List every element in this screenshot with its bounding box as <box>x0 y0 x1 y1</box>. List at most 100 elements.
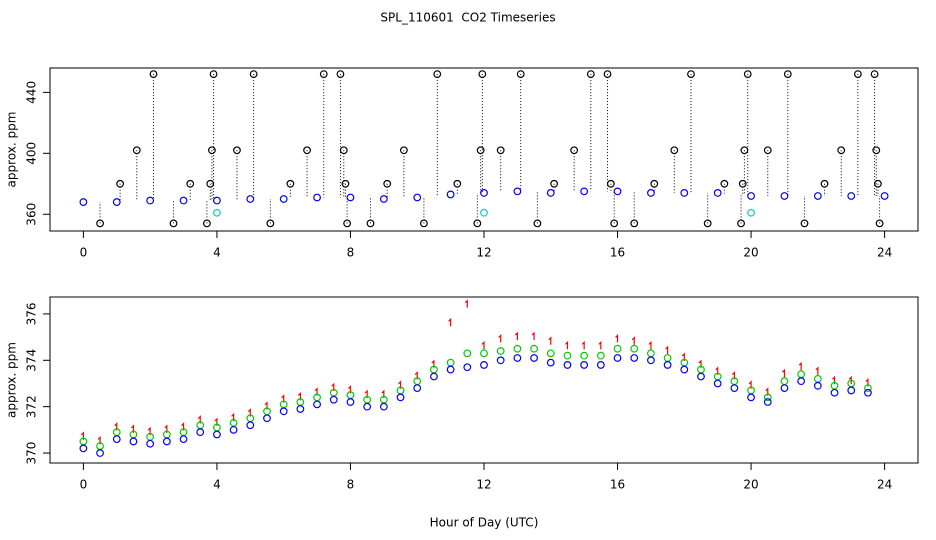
point <box>854 70 862 78</box>
point <box>480 349 488 358</box>
point <box>743 70 752 78</box>
point <box>480 361 488 369</box>
y-tick-label: 374 <box>25 349 39 372</box>
point <box>813 381 822 390</box>
point <box>179 435 188 444</box>
point <box>476 146 485 155</box>
point <box>147 426 151 436</box>
point <box>383 179 392 188</box>
point <box>663 361 672 369</box>
point <box>665 345 669 355</box>
point <box>737 219 745 228</box>
x-tick-label: 0 <box>80 478 88 492</box>
point <box>339 146 348 155</box>
point <box>782 368 786 378</box>
point <box>847 386 856 395</box>
point <box>830 388 839 397</box>
point <box>366 219 375 228</box>
point <box>346 398 355 406</box>
point <box>213 430 221 439</box>
y-tick-label: 372 <box>25 395 39 418</box>
point <box>780 192 789 200</box>
point <box>730 384 739 393</box>
point <box>546 189 555 197</box>
point <box>364 389 368 399</box>
point <box>550 179 559 188</box>
point <box>196 428 205 437</box>
y-tick-label: 360 <box>25 203 39 226</box>
x-tick-label: 12 <box>476 478 491 492</box>
point <box>715 366 719 375</box>
point <box>763 393 772 402</box>
point <box>431 359 435 368</box>
point <box>613 354 622 362</box>
y-tick-label: 400 <box>25 142 39 165</box>
point <box>413 193 422 202</box>
point <box>233 146 241 155</box>
point <box>747 208 755 217</box>
point <box>513 354 522 362</box>
point <box>329 395 338 404</box>
point <box>570 146 579 155</box>
point <box>563 361 572 369</box>
point <box>631 336 635 345</box>
point <box>398 380 402 389</box>
point <box>229 425 238 434</box>
point <box>546 349 555 358</box>
x-tick-label: 8 <box>347 246 355 260</box>
point <box>780 384 789 393</box>
point <box>231 412 235 422</box>
point <box>548 336 552 345</box>
point <box>264 401 268 410</box>
point <box>748 380 752 389</box>
point <box>314 387 318 396</box>
x-tick-label: 24 <box>877 478 892 492</box>
point <box>463 349 472 358</box>
point <box>169 219 178 228</box>
point <box>112 435 121 444</box>
point <box>249 70 258 78</box>
x-tick-label: 12 <box>476 246 491 260</box>
point <box>496 347 505 355</box>
x-tick-label: 20 <box>743 246 758 260</box>
point <box>763 146 772 155</box>
point <box>731 371 735 380</box>
point <box>613 344 622 353</box>
point <box>864 388 872 397</box>
point <box>181 422 185 431</box>
point <box>179 196 188 205</box>
point <box>603 70 612 78</box>
point <box>496 146 505 155</box>
point <box>279 407 288 416</box>
point <box>346 193 355 202</box>
point <box>246 195 255 203</box>
point <box>214 417 218 426</box>
point <box>478 70 487 78</box>
point <box>698 359 702 368</box>
point <box>463 363 472 372</box>
point <box>297 391 301 401</box>
point <box>396 393 405 402</box>
point <box>303 146 311 155</box>
point <box>162 437 171 446</box>
point <box>613 187 622 196</box>
point <box>348 384 352 394</box>
point <box>116 179 125 188</box>
x-tick-label: 4 <box>213 246 221 260</box>
point <box>446 190 455 199</box>
point <box>448 317 452 327</box>
point <box>837 146 846 155</box>
point <box>132 146 141 155</box>
y-axis-label: approx. ppm <box>5 342 19 418</box>
point <box>647 356 655 365</box>
point <box>874 179 882 188</box>
point <box>630 219 639 228</box>
y-tick-label: 440 <box>25 81 39 104</box>
point <box>80 431 84 440</box>
point <box>363 402 372 411</box>
point <box>713 189 722 197</box>
point <box>763 398 772 406</box>
point <box>247 408 251 417</box>
y-tick-label: 370 <box>25 442 39 465</box>
x-axis-label: Hour of Day (UTC) <box>430 516 539 530</box>
